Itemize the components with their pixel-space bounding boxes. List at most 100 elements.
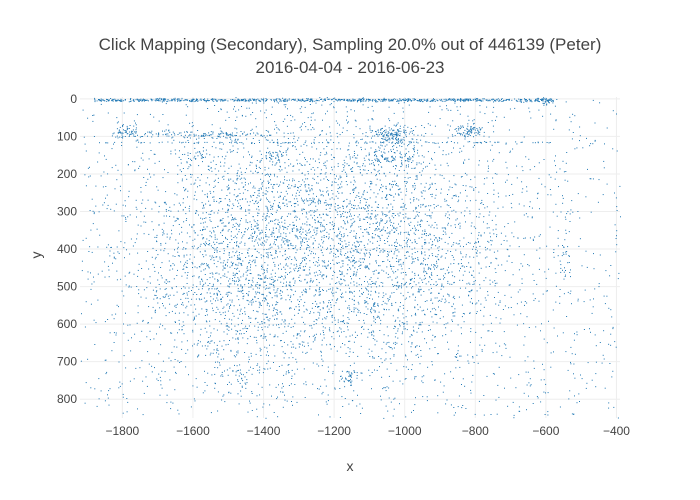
scatter-point (260, 178, 262, 180)
scatter-point (158, 373, 160, 375)
scatter-point (340, 284, 342, 286)
scatter-point (242, 293, 244, 294)
scatter-point (203, 207, 205, 209)
scatter-point (376, 340, 378, 342)
scatter-point (259, 304, 261, 306)
scatter-point (373, 273, 375, 275)
scatter-point (214, 288, 216, 290)
scatter-point (321, 275, 323, 277)
scatter-point (304, 259, 306, 260)
scatter-point (512, 193, 514, 195)
scatter-point (277, 160, 279, 161)
scatter-point (253, 245, 255, 247)
scatter-point (458, 199, 460, 201)
scatter-point (121, 145, 123, 146)
scatter-point (485, 266, 487, 268)
scatter-point (135, 367, 137, 369)
scatter-point (302, 344, 303, 346)
scatter-point (412, 186, 414, 188)
scatter-point (368, 283, 370, 285)
scatter-point (261, 266, 262, 267)
scatter-point (498, 396, 500, 398)
scatter-point (331, 336, 333, 338)
scatter-point (220, 198, 222, 200)
scatter-point (251, 156, 253, 158)
scatter-point (459, 225, 461, 227)
scatter-point (182, 209, 184, 211)
scatter-point (291, 369, 293, 371)
scatter-point (491, 331, 493, 332)
scatter-point (235, 330, 237, 332)
scatter-point (258, 244, 259, 246)
scatter-point (165, 288, 167, 290)
scatter-point (377, 315, 379, 317)
scatter-point (202, 238, 204, 240)
scatter-point (298, 306, 300, 308)
scatter-point (527, 356, 529, 358)
scatter-point (277, 245, 279, 247)
scatter-point (143, 278, 145, 280)
scatter-point (151, 371, 153, 373)
scatter-point (223, 306, 225, 308)
scatter-point (429, 277, 431, 279)
scatter-point (447, 124, 449, 126)
scatter-point (300, 299, 302, 301)
scatter-point (508, 284, 510, 286)
scatter-point (439, 99, 441, 101)
scatter-point (258, 229, 260, 231)
scatter-point (372, 233, 374, 234)
scatter-point (382, 214, 384, 216)
scatter-point (442, 230, 444, 232)
scatter-point (461, 150, 463, 152)
scatter-point (211, 286, 213, 287)
scatter-point (405, 231, 407, 233)
scatter-point (490, 322, 492, 324)
scatter-point (264, 137, 266, 139)
scatter-point (428, 111, 430, 113)
scatter-point (264, 368, 266, 370)
scatter-point (162, 234, 164, 236)
scatter-point (420, 294, 422, 296)
scatter-point (434, 239, 435, 241)
scatter-point (337, 234, 339, 236)
scatter-point (266, 236, 268, 238)
scatter-point (481, 349, 483, 351)
scatter-point (277, 191, 278, 193)
scatter-point (423, 135, 425, 137)
scatter-point (230, 350, 232, 352)
scatter-point (375, 175, 377, 177)
scatter-point (350, 257, 352, 259)
scatter-point (343, 233, 345, 235)
scatter-point (307, 200, 309, 202)
scatter-point (409, 239, 411, 241)
scatter-point (193, 317, 195, 319)
scatter-point (252, 199, 254, 201)
scatter-point (304, 330, 306, 332)
scatter-point (392, 213, 394, 214)
scatter-point (334, 181, 335, 183)
scatter-point (344, 254, 346, 256)
scatter-point (281, 268, 282, 270)
scatter-point (405, 216, 407, 218)
scatter-point (162, 177, 164, 179)
scatter-point (459, 240, 461, 242)
scatter-point (227, 325, 229, 327)
scatter-point (142, 414, 144, 416)
scatter-point (518, 410, 520, 412)
scatter-point (350, 291, 352, 293)
scatter-point (161, 101, 163, 103)
scatter-point (209, 354, 211, 356)
scatter-point (559, 296, 561, 298)
scatter-point (339, 148, 341, 150)
scatter-point (202, 263, 204, 265)
scatter-point (367, 136, 369, 138)
scatter-point (360, 208, 362, 209)
scatter-point (232, 217, 233, 218)
scatter-point (321, 393, 323, 395)
scatter-point (265, 174, 267, 175)
scatter-point (479, 213, 481, 215)
scatter-point (257, 227, 259, 229)
scatter-point (354, 119, 356, 121)
scatter-point (167, 124, 169, 126)
scatter-point (361, 293, 363, 295)
